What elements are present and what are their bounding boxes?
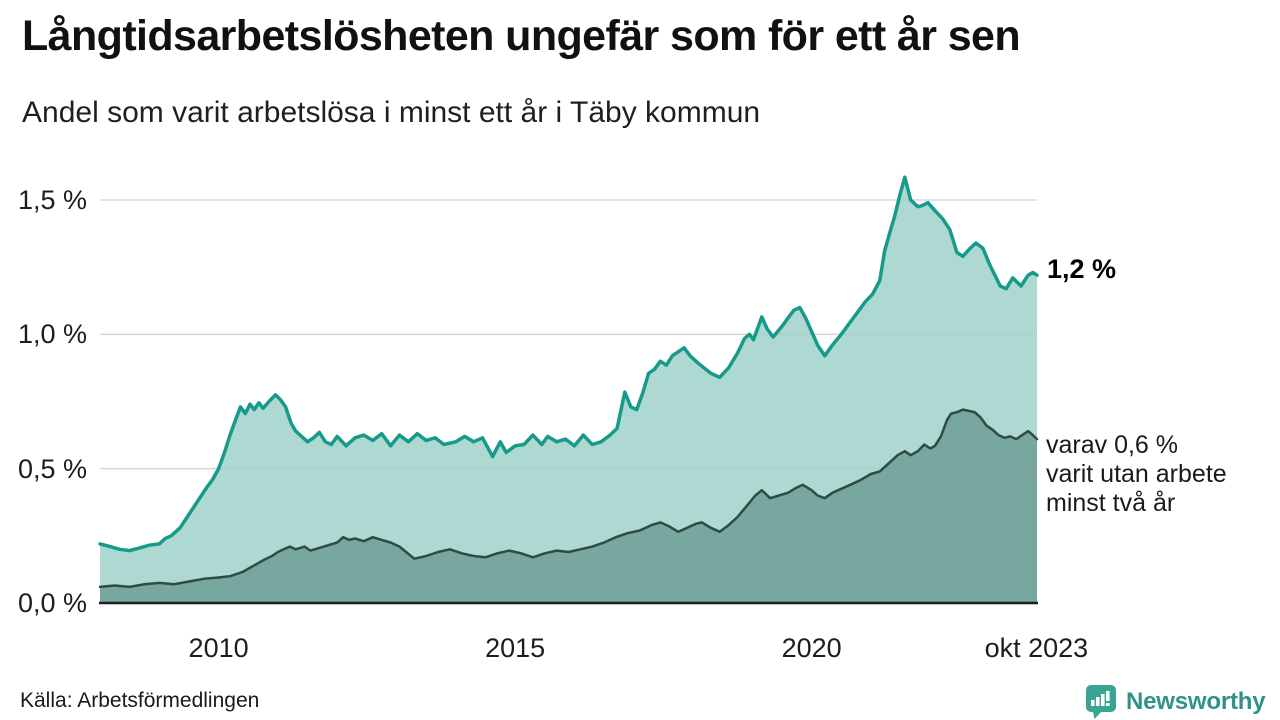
- series-1-line: [98, 408, 1039, 589]
- annotation-line-1: varav 0,6 %: [1046, 431, 1179, 459]
- logo-exclaim-stem: [1106, 691, 1110, 701]
- x-tick-label: okt 2023: [984, 633, 1089, 663]
- annotation-line-3: minst två år: [1046, 489, 1176, 517]
- logo-exclaim-dot: [1106, 703, 1110, 706]
- newsworthy-logo-icon: [1086, 685, 1116, 719]
- y-tick-label: 1,0 %: [17, 319, 87, 350]
- logo-bar-3: [1101, 694, 1105, 706]
- page-subtitle: Andel som varit arbetslösa i minst ett å…: [22, 96, 761, 129]
- brand-footer: Newsworthy: [1082, 683, 1266, 720]
- logo-bar-2: [1096, 697, 1100, 706]
- annotation-latest-value: 1,2 %: [1047, 254, 1117, 284]
- x-tick-label: 2015: [485, 633, 546, 663]
- page-title: Långtidsarbetslösheten ungefär som för e…: [22, 12, 1021, 60]
- y-tick-label: 0,5 %: [17, 453, 87, 484]
- y-tick-label: 0,0 %: [17, 588, 87, 618]
- logo-bar-1: [1091, 700, 1095, 706]
- brand-wordmark: Newsworthy: [1126, 687, 1266, 715]
- source-note: Källa: Arbetsförmedlingen: [20, 689, 260, 712]
- annotation-line-2: varit utan arbete: [1046, 460, 1227, 488]
- series-1-area: [100, 409, 1037, 603]
- y-tick-label: 1,5 %: [17, 185, 87, 215]
- series-0-line: [98, 175, 1039, 553]
- annotation-two-year-note: varav 0,6 % varit utan arbete minst två …: [1046, 431, 1227, 518]
- x-tick-label: 2010: [188, 633, 249, 663]
- x-tick-label: 2020: [781, 633, 842, 663]
